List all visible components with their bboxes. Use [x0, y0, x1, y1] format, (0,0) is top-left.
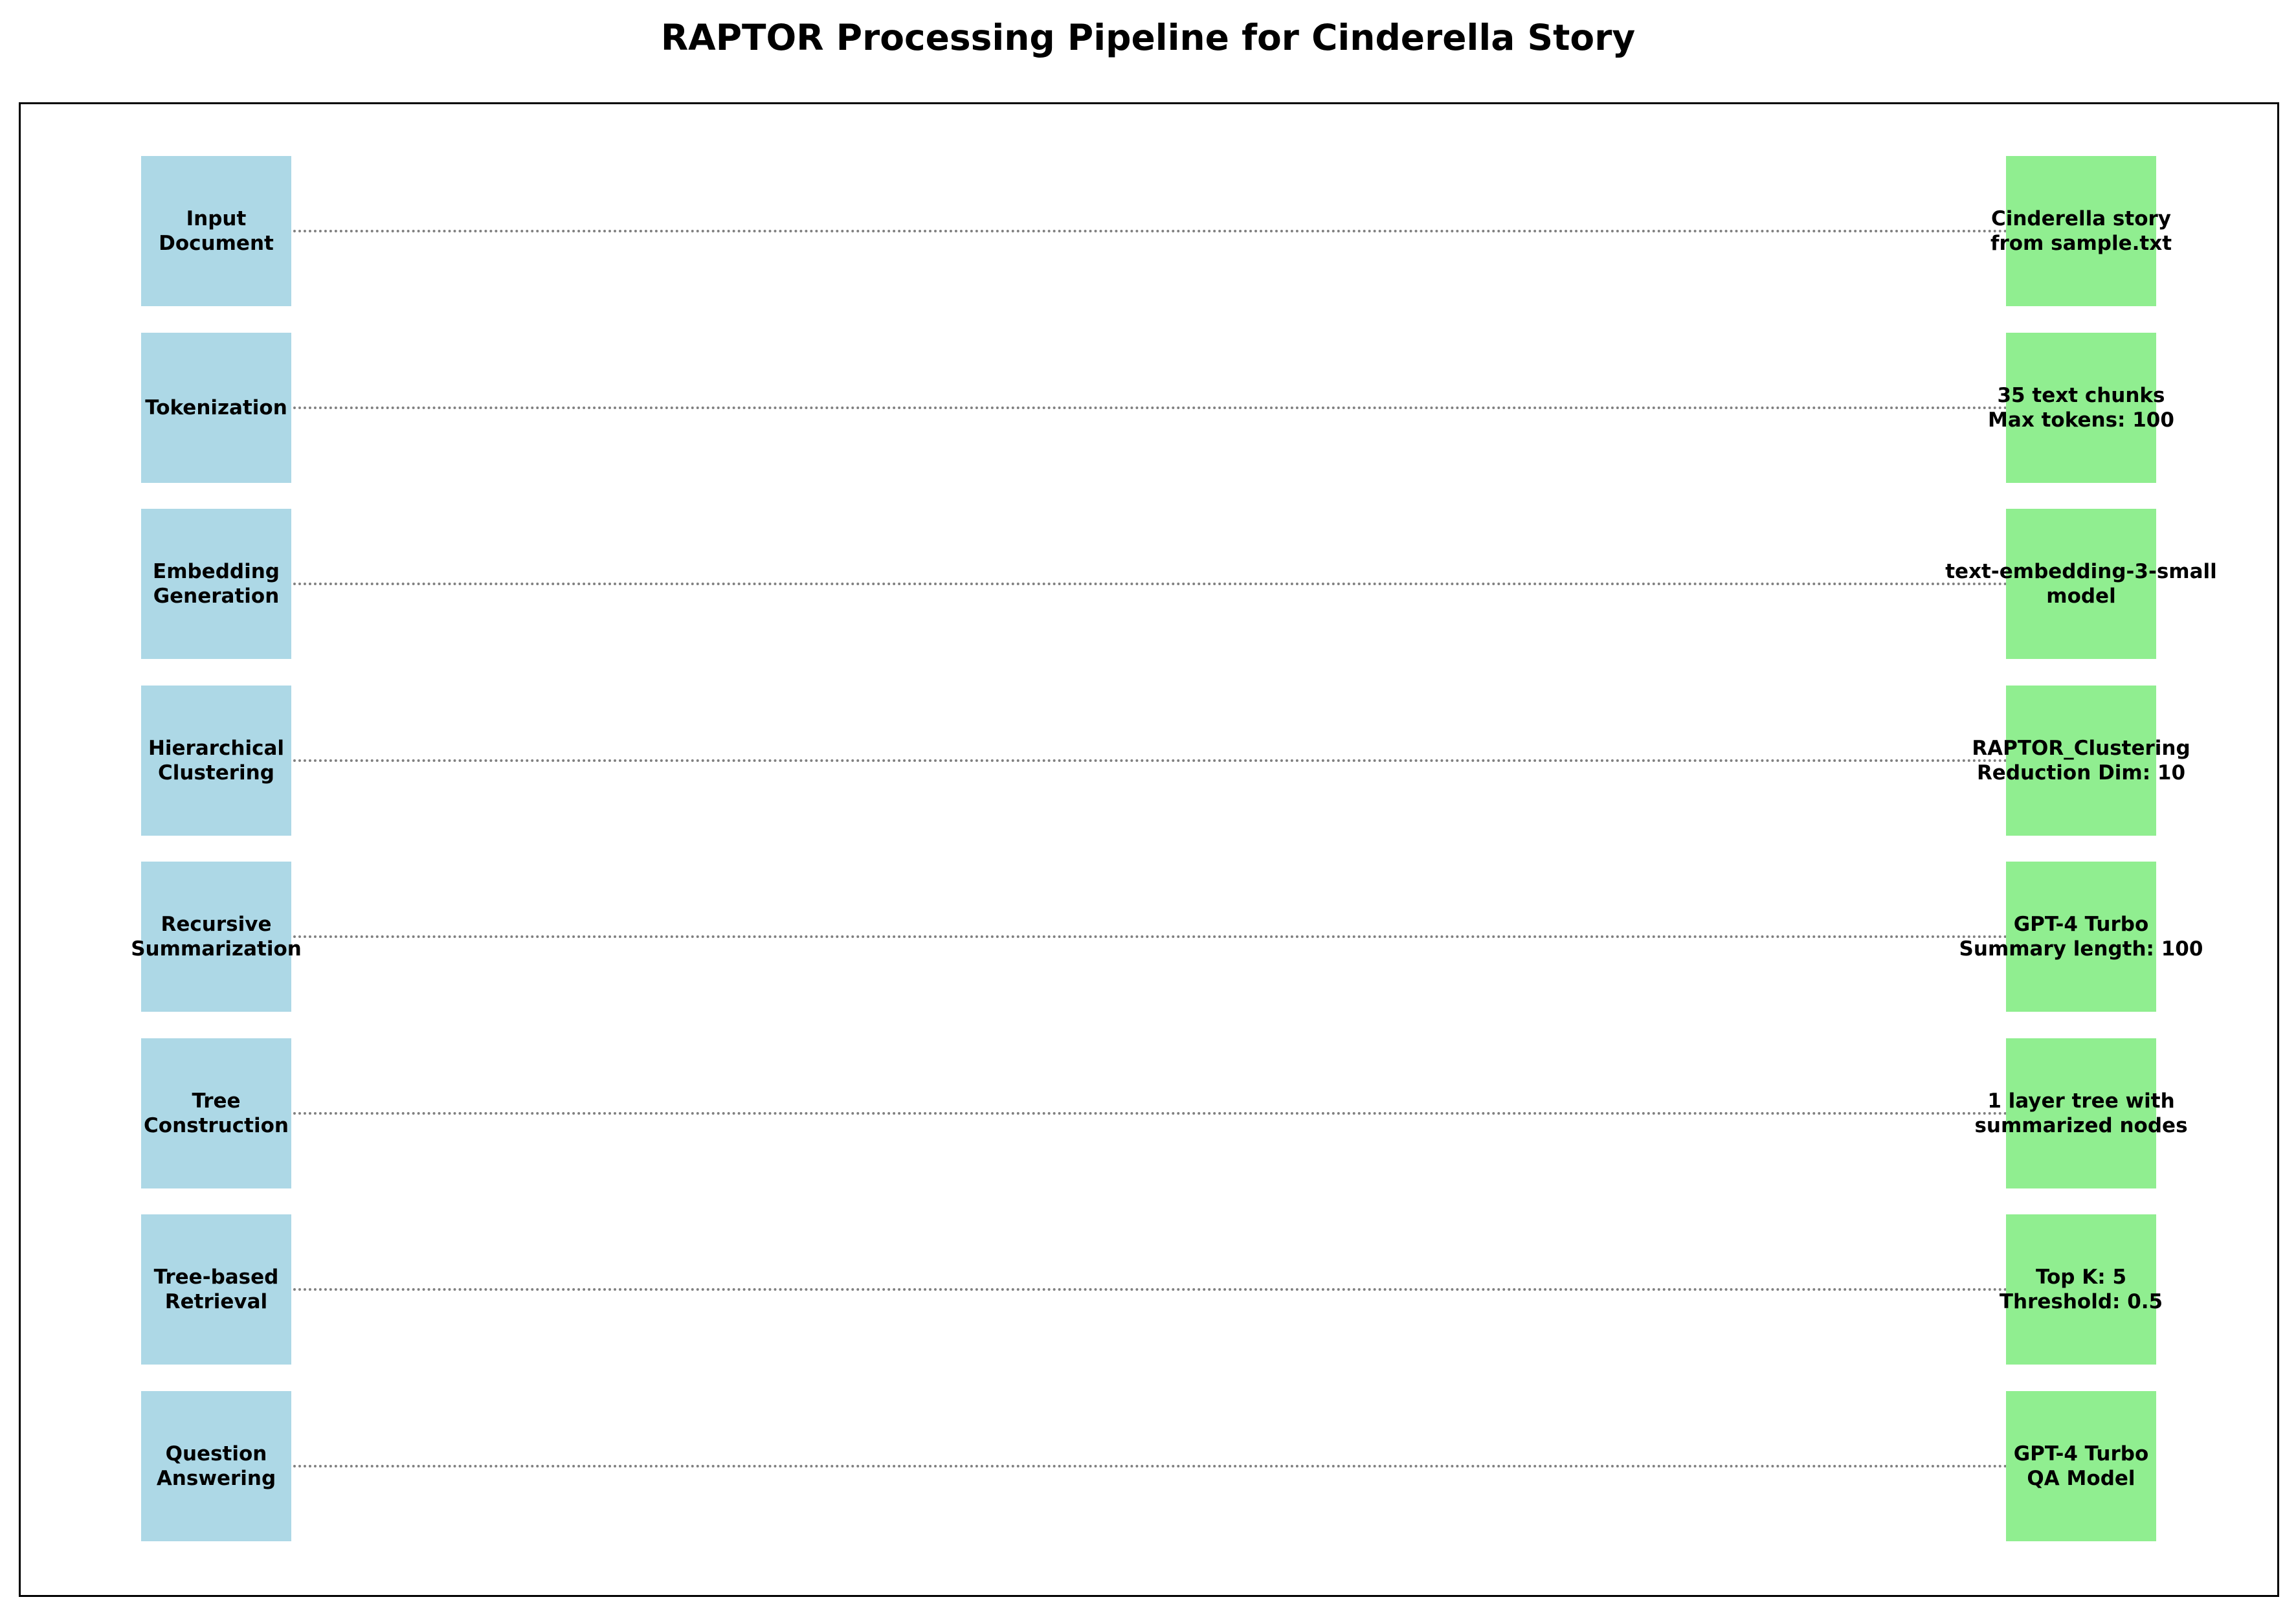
pipeline-row: Tree Construction 1 layer tree with summ…	[0, 1038, 2296, 1188]
detail-label: 1 layer tree with summarized nodes	[1974, 1089, 2188, 1137]
detail-label: text-embedding-3-small model	[1945, 560, 2217, 608]
connector-line	[293, 935, 2009, 938]
stage-label: Tree-based Retrieval	[153, 1266, 279, 1313]
connector-line	[293, 1112, 2009, 1115]
pipeline-row: Question Answering GPT-4 Turbo QA Model	[0, 1391, 2296, 1541]
pipeline-row: Input Document Cinderella story from sam…	[0, 156, 2296, 306]
connector-line	[293, 1288, 2009, 1291]
detail-label: GPT-4 Turbo QA Model	[2013, 1442, 2149, 1490]
stage-box: Tree-based Retrieval	[141, 1214, 291, 1365]
pipeline-row: Tokenization 35 text chunks Max tokens: …	[0, 333, 2296, 483]
stage-box: Tokenization	[141, 333, 291, 483]
stage-box: Input Document	[141, 156, 291, 306]
stage-box: Recursive Summarization	[131, 862, 302, 1012]
diagram-frame	[19, 102, 2279, 1597]
detail-label: RAPTOR_Clustering Reduction Dim: 10	[1972, 737, 2190, 785]
detail-box: Top K: 5 Threshold: 0.5	[2000, 1214, 2163, 1365]
stage-box: Embedding Generation	[141, 509, 291, 659]
stage-label: Hierarchical Clustering	[148, 737, 285, 785]
pipeline-row: Tree-based Retrieval Top K: 5 Threshold:…	[0, 1214, 2296, 1365]
detail-box: 35 text chunks Max tokens: 100	[1988, 333, 2174, 483]
connector-line	[293, 407, 2009, 409]
pipeline-row: Recursive Summarization GPT-4 Turbo Summ…	[0, 862, 2296, 1012]
stage-box: Hierarchical Clustering	[141, 686, 291, 836]
connector-line	[293, 759, 2009, 762]
stage-label: Embedding Generation	[153, 560, 280, 608]
pipeline-row: Hierarchical Clustering RAPTOR_Clusterin…	[0, 686, 2296, 836]
detail-label: Top K: 5 Threshold: 0.5	[1999, 1266, 2163, 1313]
stage-label: Tree Construction	[144, 1089, 289, 1137]
detail-box: 1 layer tree with summarized nodes	[1974, 1038, 2188, 1188]
detail-box: text-embedding-3-small model	[1945, 509, 2217, 659]
detail-label: GPT-4 Turbo Summary length: 100	[1959, 913, 2203, 961]
pipeline-row: Embedding Generation text-embedding-3-sm…	[0, 509, 2296, 659]
diagram-title: RAPTOR Processing Pipeline for Cinderell…	[660, 17, 1636, 58]
detail-box: Cinderella story from sample.txt	[1990, 156, 2172, 306]
stage-label: Tokenization	[145, 396, 287, 419]
connector-line	[293, 583, 2009, 585]
stage-box: Question Answering	[141, 1391, 291, 1541]
detail-box: GPT-4 Turbo Summary length: 100	[1959, 862, 2203, 1012]
stage-box: Tree Construction	[141, 1038, 291, 1188]
connector-line	[293, 230, 2009, 232]
stage-label: Question Answering	[156, 1442, 276, 1490]
detail-label: 35 text chunks Max tokens: 100	[1988, 384, 2174, 432]
detail-label: Cinderella story from sample.txt	[1990, 207, 2172, 255]
connector-line	[293, 1465, 2009, 1467]
stage-label: Input Document	[159, 207, 274, 255]
detail-box: GPT-4 Turbo QA Model	[2006, 1391, 2156, 1541]
stage-label: Recursive Summarization	[131, 913, 302, 961]
detail-box: RAPTOR_Clustering Reduction Dim: 10	[1972, 686, 2190, 836]
